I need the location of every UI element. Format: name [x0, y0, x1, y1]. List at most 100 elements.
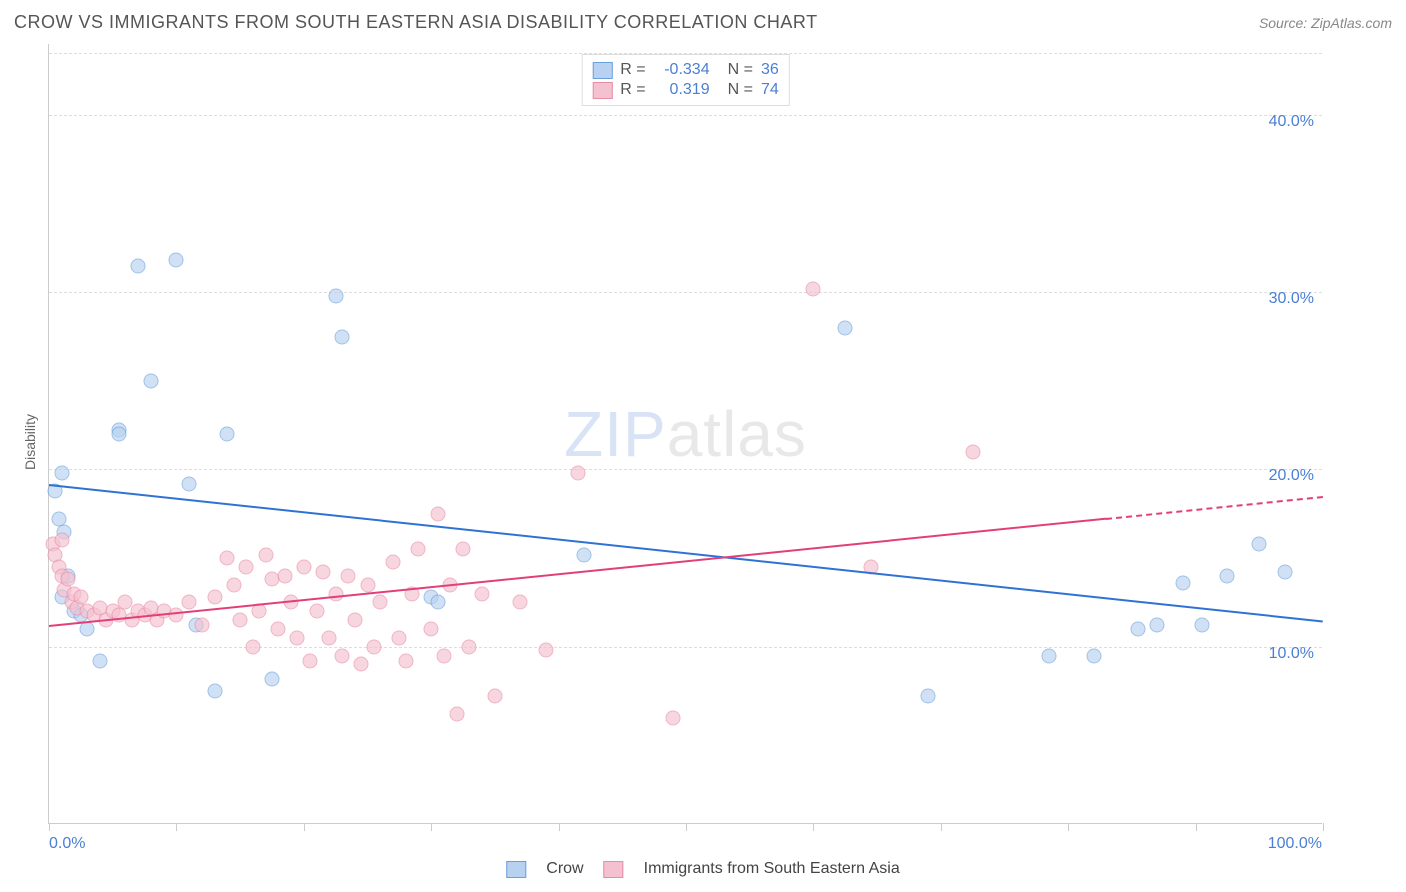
scatter-point — [207, 684, 222, 699]
legend-series: Crow Immigrants from South Eastern Asia — [506, 860, 899, 878]
scatter-point — [806, 281, 821, 296]
x-tick — [431, 823, 432, 831]
legend-swatch — [604, 861, 624, 878]
watermark: ZIPatlas — [564, 397, 807, 471]
source-attribution: Source: ZipAtlas.com — [1259, 15, 1392, 31]
scatter-point — [169, 607, 184, 622]
plot-area: ZIPatlas R = -0.334 N = 36 R = 0.319 N = 74 10.… — [48, 44, 1322, 824]
scatter-point — [475, 586, 490, 601]
legend-stat-row: R =-0.334N =36 — [592, 61, 778, 79]
gridline — [49, 292, 1322, 293]
scatter-point — [1277, 565, 1292, 580]
y-tick-label: 30.0% — [1269, 290, 1314, 308]
y-tick-label: 40.0% — [1269, 113, 1314, 131]
scatter-point — [449, 707, 464, 722]
scatter-point — [73, 590, 88, 605]
x-tick — [686, 823, 687, 831]
gridline — [49, 115, 1322, 116]
y-tick-label: 10.0% — [1269, 645, 1314, 663]
scatter-point — [220, 551, 235, 566]
x-tick — [1068, 823, 1069, 831]
scatter-point — [456, 542, 471, 557]
scatter-point — [239, 559, 254, 574]
n-label: N = — [728, 81, 753, 99]
scatter-point — [335, 329, 350, 344]
n-value: 36 — [761, 61, 779, 79]
r-value: 0.319 — [654, 81, 710, 99]
scatter-point — [182, 476, 197, 491]
watermark-zip: ZIP — [564, 398, 667, 470]
scatter-point — [1086, 648, 1101, 663]
scatter-point — [577, 547, 592, 562]
scatter-point — [411, 542, 426, 557]
chart-title: CROW VS IMMIGRANTS FROM SOUTH EASTERN AS… — [14, 12, 818, 33]
scatter-point — [385, 554, 400, 569]
scatter-point — [392, 630, 407, 645]
x-tick-label: 100.0% — [1268, 835, 1322, 853]
scatter-point — [233, 613, 248, 628]
r-label: R = — [620, 81, 645, 99]
scatter-point — [226, 577, 241, 592]
legend-swatch — [506, 861, 526, 878]
scatter-point — [1252, 536, 1267, 551]
scatter-point — [220, 427, 235, 442]
x-tick — [941, 823, 942, 831]
scatter-point — [309, 604, 324, 619]
scatter-point — [54, 533, 69, 548]
scatter-point — [328, 288, 343, 303]
scatter-point — [1131, 622, 1146, 637]
scatter-point — [354, 657, 369, 672]
scatter-point — [277, 568, 292, 583]
scatter-point — [296, 559, 311, 574]
scatter-point — [666, 710, 681, 725]
scatter-point — [398, 653, 413, 668]
scatter-point — [462, 639, 477, 654]
scatter-point — [360, 577, 375, 592]
scatter-point — [341, 568, 356, 583]
legend-label: Immigrants from South Eastern Asia — [644, 860, 900, 878]
y-tick-label: 20.0% — [1269, 467, 1314, 485]
scatter-point — [1150, 618, 1165, 633]
scatter-point — [513, 595, 528, 610]
legend-stat-row: R = 0.319 N = 74 — [592, 81, 778, 99]
scatter-point — [335, 648, 350, 663]
scatter-point — [373, 595, 388, 610]
scatter-point — [54, 466, 69, 481]
scatter-point — [80, 622, 95, 637]
scatter-point — [538, 643, 553, 658]
n-value: 74 — [761, 81, 779, 99]
scatter-point — [430, 595, 445, 610]
scatter-point — [92, 653, 107, 668]
scatter-point — [264, 671, 279, 686]
scatter-point — [182, 595, 197, 610]
scatter-point — [965, 444, 980, 459]
scatter-point — [271, 622, 286, 637]
scatter-point — [303, 653, 318, 668]
n-label: N = — [728, 61, 753, 79]
chart-container: CROW VS IMMIGRANTS FROM SOUTH EASTERN AS… — [0, 0, 1406, 892]
trendline — [49, 518, 1107, 627]
scatter-point — [245, 639, 260, 654]
scatter-point — [61, 572, 76, 587]
y-axis-label: Disability — [22, 414, 38, 470]
scatter-point — [430, 506, 445, 521]
scatter-point — [487, 689, 502, 704]
title-bar: CROW VS IMMIGRANTS FROM SOUTH EASTERN AS… — [14, 12, 1392, 33]
scatter-point — [838, 320, 853, 335]
scatter-point — [570, 466, 585, 481]
gridline — [49, 53, 1322, 54]
scatter-point — [290, 630, 305, 645]
x-tick — [1196, 823, 1197, 831]
scatter-point — [921, 689, 936, 704]
scatter-point — [143, 373, 158, 388]
x-tick — [49, 823, 50, 831]
x-tick — [176, 823, 177, 831]
r-value: -0.334 — [654, 61, 710, 79]
x-tick — [304, 823, 305, 831]
legend-label: Crow — [546, 860, 583, 878]
legend-swatch — [592, 82, 612, 99]
scatter-point — [1042, 648, 1057, 663]
scatter-point — [424, 622, 439, 637]
scatter-point — [328, 586, 343, 601]
trendline-dashed — [1106, 496, 1323, 520]
